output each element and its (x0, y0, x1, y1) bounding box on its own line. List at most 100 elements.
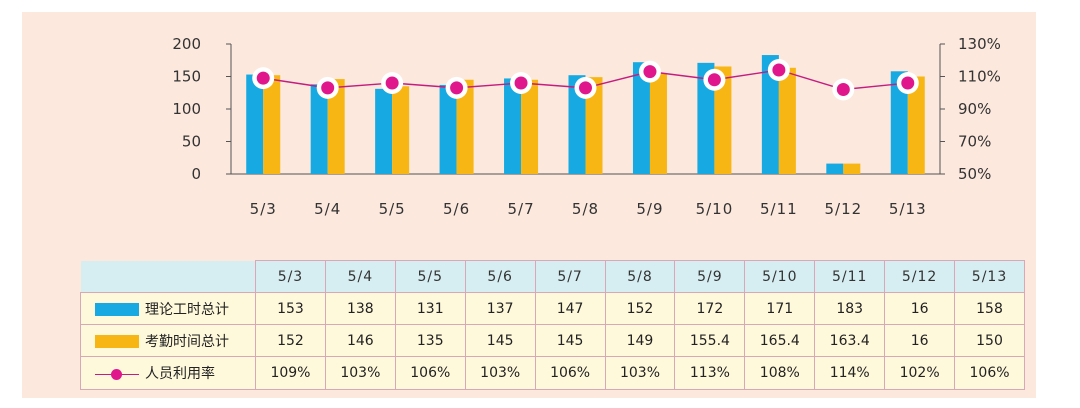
table-date-header: 5/7 (534, 260, 606, 293)
utilization-point (836, 83, 850, 96)
legend-label: 人员利用率 (145, 366, 215, 382)
legend-label: 理论工时总计 (145, 301, 229, 318)
bar-attendance-hours (263, 75, 281, 174)
utilization-point (385, 76, 399, 90)
right-tick-label: 110% (958, 68, 1001, 86)
table-cell: 135 (394, 324, 466, 357)
bar-theory-hours (761, 55, 779, 174)
table-cell: 102% (884, 356, 956, 390)
x-tick-label: 5/7 (507, 200, 534, 218)
right-tick-label: 90% (958, 100, 991, 118)
table-cell: 149 (604, 324, 676, 357)
legend-attendance-hours: 考勤时间总计 (80, 324, 256, 357)
table-cell: 113% (674, 356, 746, 390)
table-cell: 109% (255, 356, 326, 390)
table-cell: 131 (394, 292, 466, 325)
left-tick-label: 0 (191, 165, 201, 183)
x-tick-label: 5/3 (250, 200, 277, 218)
utilization-point (772, 63, 786, 77)
legend-line-marker (95, 368, 139, 381)
bar-attendance-hours (392, 86, 410, 174)
legend-swatch (95, 335, 139, 348)
x-tick-label: 5/9 (636, 200, 663, 218)
table-cell: 137 (464, 292, 536, 325)
table-date-header: 5/9 (674, 260, 746, 293)
right-tick-label: 50% (958, 165, 991, 183)
utilization-point (450, 81, 464, 95)
bar-theory-hours (632, 62, 650, 175)
bar-theory-hours (310, 84, 328, 174)
table-date-header: 5/12 (884, 260, 956, 293)
table-row-utilization: 人员利用率 109% 103% 106% 103% 106% 103% 113% 108% 114… (80, 356, 1025, 390)
utilization-point (256, 71, 270, 85)
bar-attendance-hours (585, 77, 603, 174)
table-cell: 138 (324, 292, 396, 325)
x-tick-label: 5/11 (760, 200, 798, 218)
table-cell: 165.4 (744, 324, 816, 357)
bar-attendance-hours (843, 163, 861, 174)
bar-theory-hours (826, 163, 844, 174)
left-tick-label: 150 (172, 68, 201, 86)
table-date-header: 5/3 (255, 260, 326, 293)
data-table: 5/3 5/4 5/5 5/6 5/7 5/8 5/9 5/10 5/11 5/12 5/13 理论工… (80, 260, 1025, 390)
bar-attendance-hours (649, 72, 667, 174)
table-date-header: 5/11 (814, 260, 886, 293)
table-cell: 114% (814, 356, 886, 390)
utilization-point (901, 76, 915, 90)
bar-theory-hours (439, 84, 457, 174)
bar-attendance-hours (327, 79, 345, 174)
table-cell: 183 (814, 292, 886, 325)
utilization-point (514, 76, 528, 90)
table-row-attendance-hours: 考勤时间总计 152 146 135 145 145 149 155.4 165.4 163.4 1… (80, 324, 1025, 357)
left-tick-label: 50 (182, 133, 201, 151)
bar-attendance-hours (456, 79, 474, 174)
bar-theory-hours (504, 78, 522, 174)
bar-theory-hours (697, 62, 715, 174)
table-cell: 153 (255, 292, 326, 325)
right-tick-label: 70% (958, 133, 991, 151)
table-header-row: 5/3 5/4 5/5 5/6 5/7 5/8 5/9 5/10 5/11 5/12 5/13 (80, 260, 1025, 293)
bar-attendance-hours (521, 79, 539, 174)
x-tick-label: 5/4 (314, 200, 341, 218)
bar-theory-hours (890, 71, 908, 174)
table-date-header: 5/4 (324, 260, 396, 293)
x-tick-label: 5/8 (572, 200, 599, 218)
table-cell: 106% (534, 356, 606, 390)
table-cell: 172 (674, 292, 746, 325)
legend-utilization: 人员利用率 (80, 356, 256, 390)
chart-panel: 0 50 100 150 200 50% 70% 90% 110% 130% 5/3 5/4 5/5 5/… (22, 12, 1036, 398)
table-row-theory-hours: 理论工时总计 153 138 131 137 147 152 172 171 183 16 158 (80, 292, 1025, 325)
table-cell: 158 (954, 292, 1025, 325)
x-tick-label: 5/13 (889, 200, 927, 218)
table-cell: 147 (534, 292, 606, 325)
table-date-header: 5/6 (464, 260, 536, 293)
bar-attendance-hours (714, 66, 732, 174)
x-tick-label: 5/5 (379, 200, 406, 218)
left-tick-label: 100 (172, 100, 201, 118)
right-tick-label: 130% (958, 35, 1001, 53)
table-cell: 103% (604, 356, 676, 390)
utilization-point (321, 81, 335, 95)
table-cell: 171 (744, 292, 816, 325)
table-cell: 163.4 (814, 324, 886, 357)
table-cell: 103% (324, 356, 396, 390)
bar-attendance-hours (778, 67, 796, 174)
table-cell: 108% (744, 356, 816, 390)
x-tick-label: 5/6 (443, 200, 470, 218)
table-date-header: 5/10 (744, 260, 816, 293)
table-cell: 103% (464, 356, 536, 390)
table-cell: 145 (464, 324, 536, 357)
table-cell: 155.4 (674, 324, 746, 357)
table-cell: 150 (954, 324, 1025, 357)
legend-swatch (95, 303, 139, 316)
x-tick-label: 5/10 (696, 200, 734, 218)
utilization-point (579, 81, 592, 95)
table-date-header: 5/5 (394, 260, 466, 293)
bar-theory-hours (375, 88, 393, 174)
utilization-point (707, 73, 721, 87)
utilization-point (643, 65, 657, 79)
legend-label: 考勤时间总计 (145, 333, 229, 350)
table-cell: 16 (884, 324, 956, 357)
bar-attendance-hours (907, 76, 925, 174)
left-tick-label: 200 (172, 35, 201, 53)
